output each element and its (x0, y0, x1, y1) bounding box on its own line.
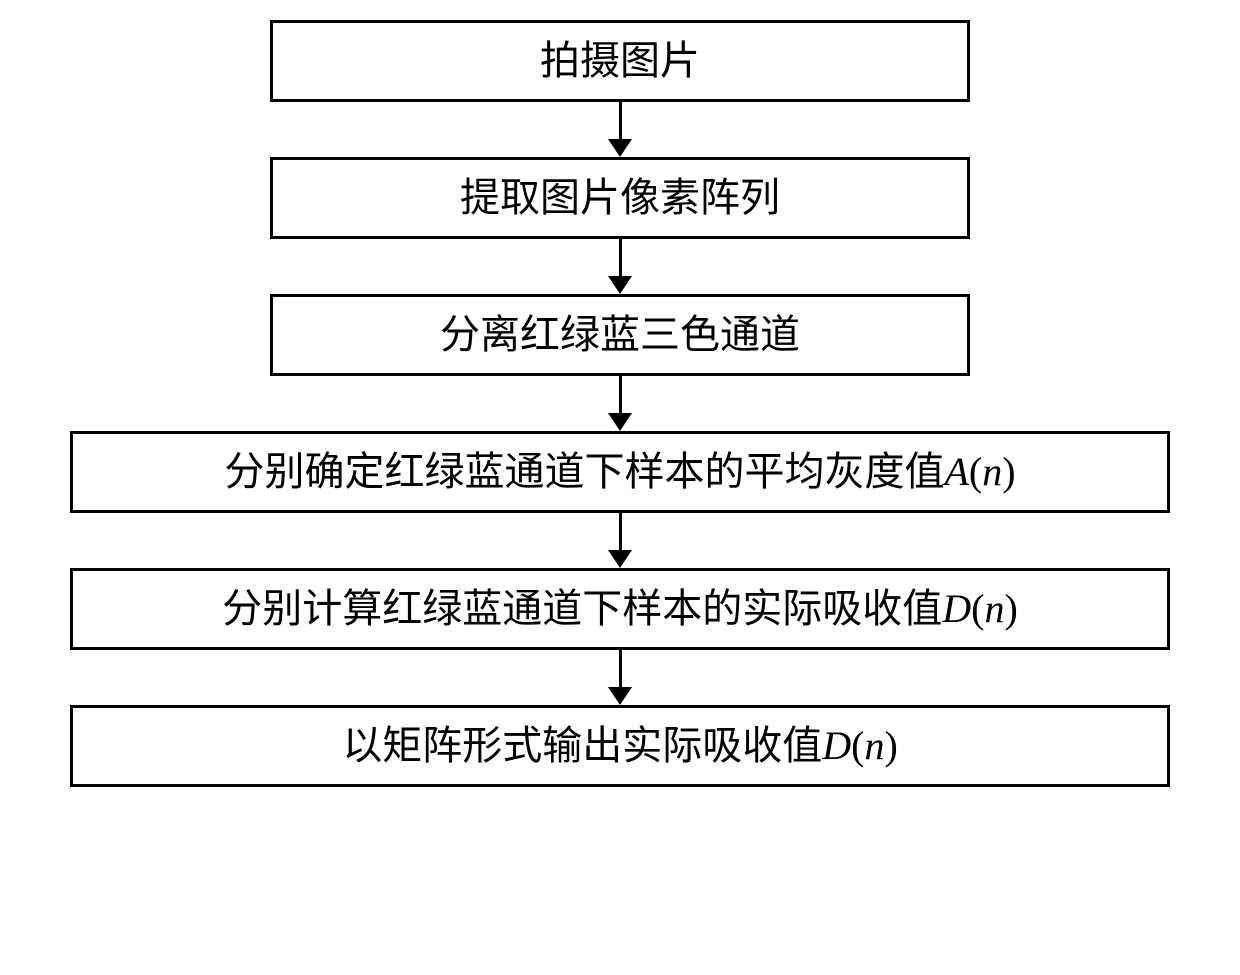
flowchart-container: 拍摄图片 提取图片像素阵列 分离红绿蓝三色通道 分别确定红绿蓝通道下样本的平均灰… (0, 0, 1240, 975)
arrow-1-2 (608, 102, 632, 157)
flow-node-1: 拍摄图片 (270, 20, 970, 102)
node-label: 以矩阵形式输出实际吸收值D(n) (342, 726, 898, 766)
flow-node-2: 提取图片像素阵列 (270, 157, 970, 239)
arrow-4-5 (608, 513, 632, 568)
flow-node-5: 分别计算红绿蓝通道下样本的实际吸收值D(n) (70, 568, 1170, 650)
node-label: 分离红绿蓝三色通道 (440, 315, 800, 355)
flow-node-3: 分离红绿蓝三色通道 (270, 294, 970, 376)
node-label: 分别计算红绿蓝通道下样本的实际吸收值D(n) (222, 589, 1018, 629)
node-label: 分别确定红绿蓝通道下样本的平均灰度值A(n) (224, 452, 1015, 492)
flow-node-4: 分别确定红绿蓝通道下样本的平均灰度值A(n) (70, 431, 1170, 513)
node-label: 提取图片像素阵列 (460, 178, 780, 218)
node-label: 拍摄图片 (540, 41, 700, 81)
arrow-5-6 (608, 650, 632, 705)
flow-node-6: 以矩阵形式输出实际吸收值D(n) (70, 705, 1170, 787)
arrow-2-3 (608, 239, 632, 294)
arrow-3-4 (608, 376, 632, 431)
